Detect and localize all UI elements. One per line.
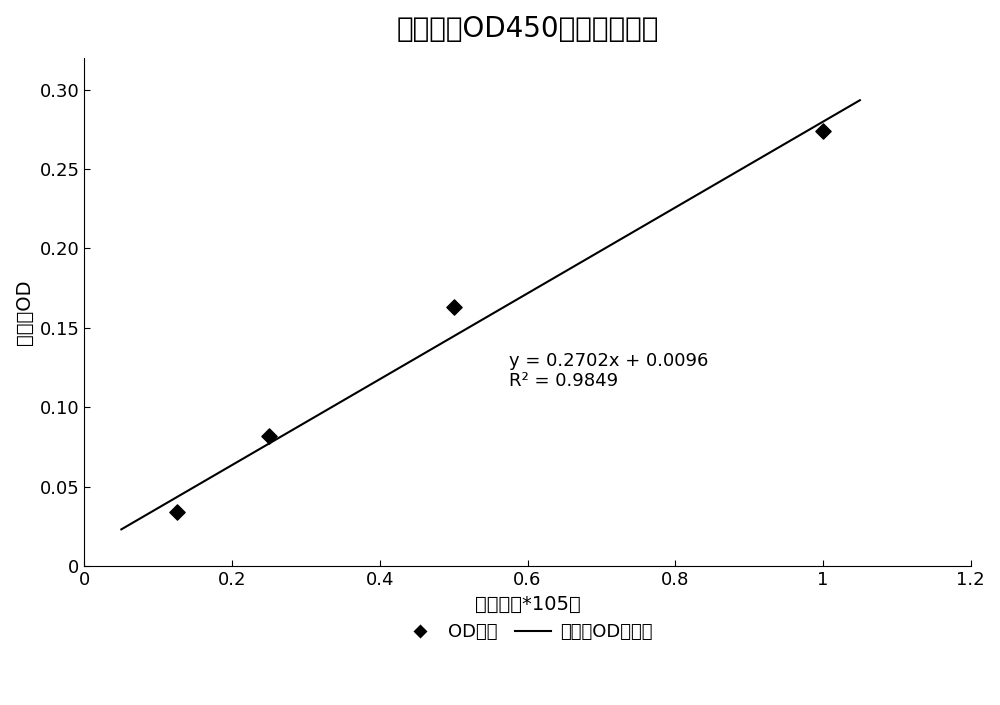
线性（OD均值）	[854, 96, 866, 104]
OD均值	[815, 125, 831, 137]
线性（OD均值）	[567, 262, 579, 271]
Line: 线性（OD均值）: 线性（OD均值）	[121, 100, 860, 529]
Y-axis label: 吸光值OD: 吸光值OD	[15, 279, 34, 345]
线性（OD均值）	[738, 164, 750, 172]
线性（OD均值）	[785, 136, 797, 145]
X-axis label: 细胞数（*105）: 细胞数（*105）	[475, 594, 580, 613]
OD均值	[446, 302, 462, 313]
OD均值	[169, 506, 185, 517]
线性（OD均值）	[553, 271, 565, 280]
线性（OD均值）	[118, 524, 130, 532]
Title: 细胞数与OD450之间标准曲线: 细胞数与OD450之间标准曲线	[396, 15, 659, 43]
OD均值	[261, 430, 277, 441]
线性（OD均值）	[555, 269, 567, 278]
Legend: OD均值, 线性（OD均值）: OD均值, 线性（OD均值）	[395, 616, 660, 649]
Text: y = 0.2702x + 0.0096
R² = 0.9849: y = 0.2702x + 0.0096 R² = 0.9849	[509, 352, 708, 391]
线性（OD均值）	[115, 525, 127, 534]
